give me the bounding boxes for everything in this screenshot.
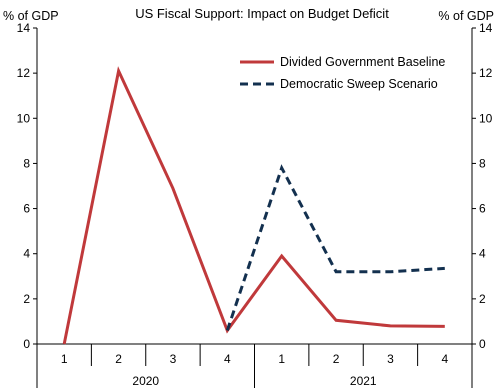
right-tick-label: 0 <box>479 337 486 351</box>
x-tick-label: 1 <box>61 352 68 366</box>
x-tick-label: 4 <box>441 352 448 366</box>
left-tick-label: 10 <box>17 111 31 125</box>
left-tick-label: 12 <box>17 66 31 80</box>
x-group-label: 2020 <box>132 374 159 388</box>
series-line-2 <box>225 164 445 331</box>
series-line-1 <box>62 66 445 345</box>
left-tick-label: 2 <box>23 292 30 306</box>
series-layer <box>62 66 445 345</box>
chart-title: US Fiscal Support: Impact on Budget Defi… <box>135 6 389 21</box>
right-tick-label: 10 <box>479 111 493 125</box>
right-tick-label: 2 <box>479 292 486 306</box>
x-tick-label: 1 <box>278 352 285 366</box>
x-tick-label: 2 <box>115 352 122 366</box>
x-axis: 1 2 3 4 1 2 3 4 2020 2021 <box>36 343 473 388</box>
x-tick-label: 2 <box>333 352 340 366</box>
x-tick-label: 4 <box>224 352 231 366</box>
left-tick-label: 4 <box>23 247 30 261</box>
legend: Divided Government Baseline Democratic Sw… <box>240 55 445 91</box>
right-axis: 0 2 4 6 8 10 12 14 <box>471 21 493 351</box>
left-tick-label: 14 <box>17 21 31 35</box>
right-tick-label: 8 <box>479 156 486 170</box>
x-tick-label: 3 <box>387 352 394 366</box>
left-tick-label: 6 <box>23 202 30 216</box>
right-tick-label: 4 <box>479 247 486 261</box>
left-tick-label: 8 <box>23 156 30 170</box>
right-tick-label: 14 <box>479 21 493 35</box>
left-tick-label: 0 <box>23 337 30 351</box>
x-tick-label: 3 <box>170 352 177 366</box>
right-tick-label: 6 <box>479 202 486 216</box>
legend-label-2: Democratic Sweep Scenario <box>280 77 438 91</box>
x-group-label: 2021 <box>350 374 377 388</box>
right-axis-label: % of GDP <box>438 9 494 23</box>
legend-label-1: Divided Government Baseline <box>280 55 445 69</box>
left-axis: 0 2 4 6 8 10 12 14 <box>17 21 38 351</box>
right-tick-label: 12 <box>479 66 493 80</box>
left-axis-label: % of GDP <box>3 9 59 23</box>
